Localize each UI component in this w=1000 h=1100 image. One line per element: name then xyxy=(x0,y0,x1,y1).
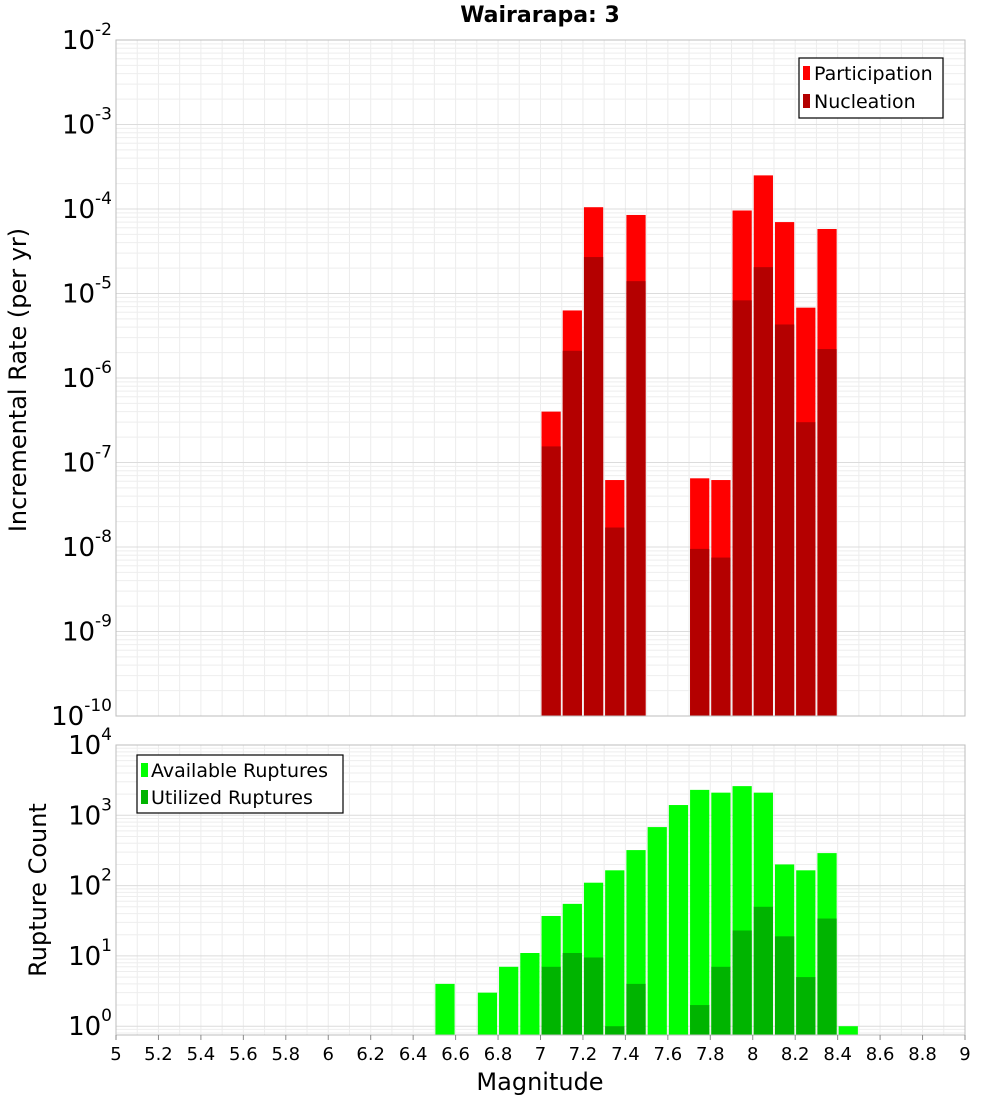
x-tick-label: 6.8 xyxy=(484,1044,513,1065)
bar-nucleation xyxy=(562,350,582,716)
bar-nucleation xyxy=(753,267,773,716)
legend-label-available-ruptures: Available Ruptures xyxy=(151,760,328,782)
legend-label-nucleation: Nucleation xyxy=(814,91,916,113)
x-tick-labels: 5 5.2 5.4 5.6 5.8 6 6.2 6.4 6.6 6.8 7 7.2 7.4 7.6 7.8 8… xyxy=(110,1035,971,1065)
bottom-plot-bars xyxy=(435,786,858,1035)
bar-available-ruptures xyxy=(647,827,667,1035)
y-tick-label: 101 xyxy=(68,936,112,972)
x-tick-label: 8.4 xyxy=(823,1044,852,1065)
y-tick-label: 10-3 xyxy=(62,105,112,141)
x-tick-label: 6 xyxy=(323,1044,334,1065)
legend-swatch-utilized-ruptures xyxy=(141,790,148,804)
y-tick-label: 10-6 xyxy=(62,358,112,394)
bar-available-ruptures xyxy=(520,953,540,1035)
top-plot-grid xyxy=(115,39,966,717)
x-tick-label: 8.6 xyxy=(866,1044,895,1065)
top-legend: Participation Nucleation xyxy=(798,57,944,119)
x-tick-label: 5.2 xyxy=(144,1044,173,1065)
y-tick-label: 10-4 xyxy=(62,189,112,225)
chart-title: Wairarapa: 3 xyxy=(460,3,620,28)
y-tick-label: 10-9 xyxy=(62,612,112,648)
bar-nucleation xyxy=(690,548,710,716)
bar-nucleation xyxy=(711,557,731,716)
y-tick-label: 10-5 xyxy=(62,274,112,310)
bar-utilized-ruptures xyxy=(774,936,795,1035)
x-tick-label: 9 xyxy=(959,1044,970,1065)
bar-utilized-ruptures xyxy=(583,957,604,1035)
y-tick-label: 10-8 xyxy=(62,527,112,563)
legend-label-participation: Participation xyxy=(814,63,933,85)
x-tick-label: 7 xyxy=(535,1044,546,1065)
bottom-y-tick-labels: 104 103 102 101 100 xyxy=(68,725,112,1042)
bar-utilized-ruptures xyxy=(690,1005,710,1035)
legend-label-utilized-ruptures: Utilized Ruptures xyxy=(151,787,313,809)
x-tick-label: 5.4 xyxy=(187,1044,216,1065)
bar-nucleation xyxy=(583,257,604,716)
top-y-axis-title: Incremental Rate (per yr) xyxy=(4,228,32,532)
bar-utilized-ruptures xyxy=(711,966,731,1035)
x-tick-label: 8 xyxy=(747,1044,758,1065)
bar-available-ruptures xyxy=(605,870,625,1035)
bar-utilized-ruptures xyxy=(562,953,582,1035)
bar-available-ruptures xyxy=(690,789,710,1035)
x-tick-label: 7.4 xyxy=(611,1044,640,1065)
bar-nucleation xyxy=(796,422,816,716)
x-tick-label: 6.2 xyxy=(356,1044,385,1065)
legend-swatch-available-ruptures xyxy=(141,763,148,777)
bar-utilized-ruptures xyxy=(753,906,773,1035)
top-y-tick-labels: 10-2 10-3 10-4 10-5 10-6 10-7 10-8 10-9 10-10 xyxy=(51,20,112,732)
x-tick-label: 6.4 xyxy=(399,1044,428,1065)
bar-available-ruptures xyxy=(499,966,519,1035)
bar-nucleation xyxy=(626,281,646,716)
x-tick-label: 6.6 xyxy=(441,1044,470,1065)
x-tick-label: 5.8 xyxy=(271,1044,300,1065)
y-tick-label: 10-10 xyxy=(51,696,112,732)
bar-nucleation xyxy=(817,349,837,716)
legend-swatch-participation xyxy=(803,66,810,80)
top-plot-frame xyxy=(115,39,966,717)
bar-utilized-ruptures xyxy=(541,966,561,1035)
y-tick-label: 102 xyxy=(68,866,112,902)
bottom-legend-box xyxy=(136,754,344,814)
x-tick-label: 8.8 xyxy=(908,1044,937,1065)
bar-available-ruptures xyxy=(435,983,455,1035)
x-tick-label: 8.2 xyxy=(781,1044,810,1065)
y-tick-label: 104 xyxy=(68,725,112,761)
y-tick-label: 103 xyxy=(68,795,112,831)
x-tick-label: 7.2 xyxy=(569,1044,598,1065)
bar-nucleation xyxy=(541,446,561,716)
y-tick-label: 10-2 xyxy=(62,20,112,56)
y-tick-label: 10-7 xyxy=(62,443,112,479)
top-legend-box xyxy=(798,57,944,119)
bottom-legend: Available Ruptures Utilized Ruptures xyxy=(136,754,344,814)
bar-utilized-ruptures xyxy=(732,930,752,1035)
x-tick-label: 7.8 xyxy=(696,1044,725,1065)
bar-nucleation xyxy=(732,300,752,716)
x-tick-label: 5 xyxy=(110,1044,121,1065)
bottom-y-axis-title: Rupture Count xyxy=(24,803,52,977)
bar-available-ruptures xyxy=(668,805,689,1035)
bar-nucleation xyxy=(774,324,795,716)
bar-utilized-ruptures xyxy=(817,918,837,1035)
bar-utilized-ruptures xyxy=(796,977,816,1035)
bar-utilized-ruptures xyxy=(605,1026,625,1035)
bar-available-ruptures xyxy=(838,1026,858,1035)
x-tick-label: 7.6 xyxy=(654,1044,683,1065)
legend-swatch-nucleation xyxy=(803,94,810,108)
x-tick-label: 5.6 xyxy=(229,1044,258,1065)
x-axis-title: Magnitude xyxy=(476,1068,603,1096)
bar-nucleation xyxy=(605,527,625,716)
bar-available-ruptures xyxy=(477,992,498,1035)
top-plot-bars xyxy=(541,175,837,716)
y-tick-label: 100 xyxy=(68,1006,112,1042)
bar-utilized-ruptures xyxy=(626,983,646,1035)
